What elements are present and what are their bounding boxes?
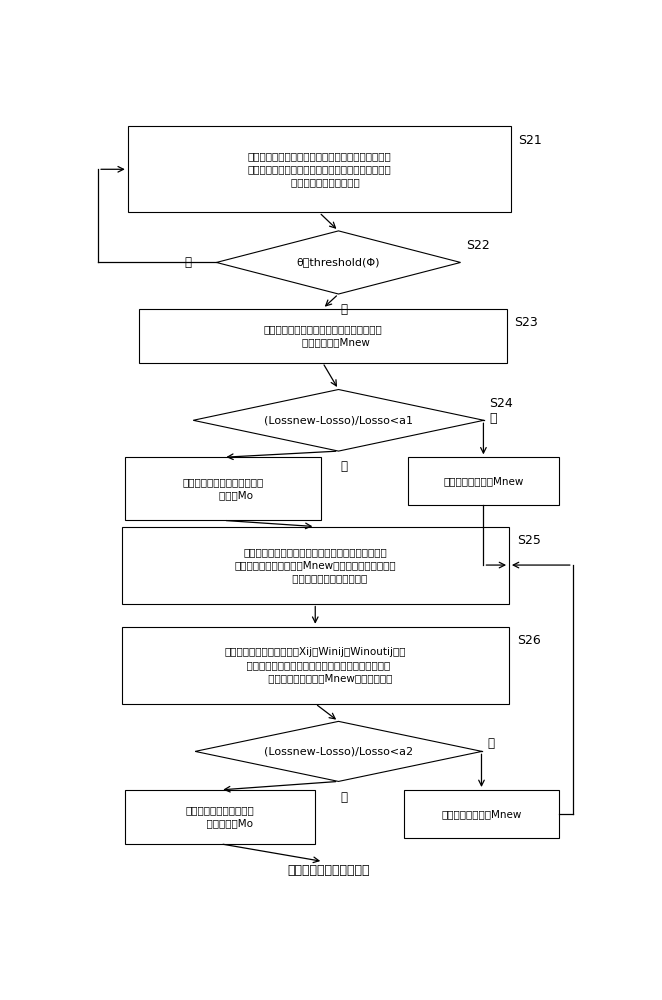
Text: 使用数据仅对新增的神经元Xij的Winij和Winoutij进行
  迭代更新，一定迭代次数或收敛后，再将该增操作处
         理后的神经网络模型Mne: 使用数据仅对新增的神经元Xij的Winij和Winoutij进行 迭代更新，一定…: [224, 647, 406, 683]
Text: 接受神经网络模型Mnew: 接受神经网络模型Mnew: [442, 809, 522, 819]
Text: 将神经网络模型还原为神
      经网络模型Mo: 将神经网络模型还原为神 经网络模型Mo: [186, 805, 255, 828]
Text: S25: S25: [517, 534, 541, 547]
Text: 将神经网络模型还原为神经网
        络模型Mo: 将神经网络模型还原为神经网 络模型Mo: [183, 477, 264, 500]
Text: S22: S22: [465, 239, 489, 252]
Text: θ＜threshold(Φ): θ＜threshold(Φ): [297, 257, 380, 267]
Text: 接受神经网络模型Mnew: 接受神经网络模型Mnew: [444, 476, 524, 486]
FancyBboxPatch shape: [138, 309, 506, 363]
Text: 将当前层的神经元进行减操作处理，并获得
        神经网络模型Mnew: 将当前层的神经元进行减操作处理，并获得 神经网络模型Mnew: [263, 324, 382, 347]
Text: S21: S21: [518, 134, 542, 147]
Text: 否: 否: [340, 460, 347, 473]
FancyBboxPatch shape: [125, 457, 322, 520]
Polygon shape: [216, 231, 461, 294]
Text: 是: 是: [340, 303, 347, 316]
FancyBboxPatch shape: [122, 627, 509, 704]
Text: (Lossnew-Losso)/Losso<a1: (Lossnew-Losso)/Losso<a1: [264, 415, 413, 425]
Text: 否: 否: [340, 791, 347, 804]
Text: (Lossnew-Losso)/Losso<a2: (Lossnew-Losso)/Losso<a2: [264, 746, 413, 756]
Text: 否: 否: [185, 256, 192, 269]
FancyBboxPatch shape: [404, 790, 559, 838]
Text: 是: 是: [487, 737, 494, 750]
Polygon shape: [195, 721, 482, 781]
Text: S23: S23: [514, 316, 538, 329]
Polygon shape: [193, 389, 484, 451]
Text: S26: S26: [517, 634, 540, 647]
FancyBboxPatch shape: [122, 527, 509, 604]
FancyBboxPatch shape: [128, 126, 510, 212]
Text: 根据需求设计神经网络结构，并使用数据对神经网络
模型进行训练，使神经网络模型收敛或者神经网络的
    迭代次数超过一定的阈值: 根据需求设计神经网络结构，并使用数据对神经网络 模型进行训练，使神经网络模型收敛…: [247, 151, 391, 187]
Text: 进入下一层增减操作处理: 进入下一层增减操作处理: [287, 864, 369, 877]
Text: 将当前层的神经元进行增操作处理，并将增操作处理
后的神经网络模型标记为Mnew，在当前层增添一个神
         经元，并随机进行初始化；: 将当前层的神经元进行增操作处理，并将增操作处理 后的神经网络模型标记为Mnew，…: [234, 547, 396, 583]
Text: S24
是: S24 是: [489, 397, 512, 425]
FancyBboxPatch shape: [408, 457, 559, 505]
FancyBboxPatch shape: [125, 790, 315, 844]
